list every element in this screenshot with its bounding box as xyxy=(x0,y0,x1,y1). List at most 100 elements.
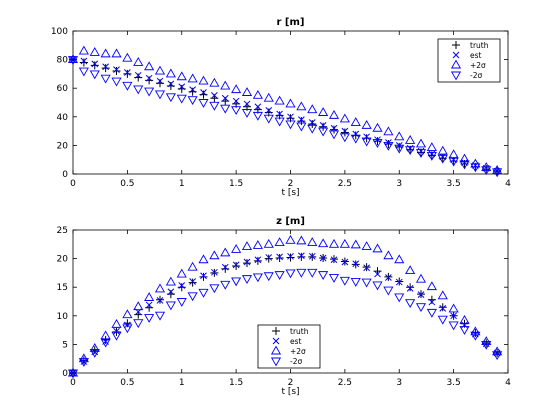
data-point xyxy=(176,268,187,278)
data-point xyxy=(133,301,144,311)
data-point xyxy=(426,281,437,291)
data-point xyxy=(67,369,79,379)
data-point xyxy=(265,254,273,261)
data-point xyxy=(350,134,361,144)
data-point xyxy=(209,284,220,294)
y-tick-label: 25 xyxy=(57,226,68,236)
data-point xyxy=(122,81,133,91)
data-point xyxy=(459,314,470,324)
data-point xyxy=(67,56,79,66)
data-point xyxy=(339,133,350,143)
x-tick-label: 1 xyxy=(179,179,185,189)
data-point xyxy=(176,71,187,81)
data-point xyxy=(124,69,131,76)
series-plus-2sigma xyxy=(67,45,503,174)
data-point xyxy=(287,252,294,260)
data-point xyxy=(428,298,436,306)
data-point xyxy=(165,93,176,103)
data-point xyxy=(470,326,481,336)
data-point xyxy=(415,149,427,158)
y-tick-label: 5 xyxy=(62,340,68,350)
data-point xyxy=(328,274,340,283)
data-point xyxy=(275,254,284,263)
y-tick-label: 0 xyxy=(62,170,68,180)
data-point xyxy=(471,328,480,337)
data-point xyxy=(165,301,176,311)
data-point xyxy=(318,127,329,137)
data-point xyxy=(274,237,285,247)
x-tick-label: 0 xyxy=(70,179,76,189)
data-point xyxy=(307,104,318,114)
x-tick-label: 3 xyxy=(396,378,402,388)
legend-label-est: est xyxy=(470,51,482,60)
legend-box xyxy=(257,324,321,369)
data-point xyxy=(361,241,372,251)
data-point xyxy=(101,335,110,344)
data-point xyxy=(285,120,296,130)
data-point xyxy=(350,239,361,249)
data-point xyxy=(113,66,120,73)
data-point xyxy=(319,254,327,262)
data-point xyxy=(220,104,231,114)
data-point xyxy=(133,85,144,95)
data-point xyxy=(252,273,263,283)
data-point xyxy=(232,97,240,105)
x-tick-label: 4 xyxy=(505,179,511,189)
data-point xyxy=(328,130,340,140)
data-point xyxy=(154,90,166,100)
data-point xyxy=(470,163,481,173)
data-point xyxy=(69,369,77,377)
data-point xyxy=(372,281,383,291)
data-point xyxy=(91,60,99,68)
x-axis-label: t [s] xyxy=(281,387,299,397)
data-point xyxy=(481,340,492,350)
data-point xyxy=(274,117,285,127)
legend-label-minus-2sigma: -2σ xyxy=(290,357,302,366)
data-point xyxy=(296,101,307,111)
data-point xyxy=(361,278,372,288)
data-point xyxy=(328,238,340,248)
legend-marker-est xyxy=(452,51,460,59)
data-point xyxy=(241,109,253,118)
data-point xyxy=(209,101,220,111)
data-point xyxy=(298,252,305,260)
data-point xyxy=(156,297,164,304)
data-point xyxy=(176,298,187,307)
data-point xyxy=(89,47,100,56)
data-point xyxy=(241,275,253,285)
x-tick-label: 3.5 xyxy=(446,179,460,189)
data-point xyxy=(102,63,109,71)
data-point xyxy=(395,278,403,286)
legend-box xyxy=(437,38,501,83)
data-point xyxy=(221,264,230,273)
data-point xyxy=(318,238,329,248)
data-point xyxy=(241,241,253,251)
data-point xyxy=(426,151,437,161)
chart-title: z [m] xyxy=(276,216,305,227)
legend-label-est: est xyxy=(290,337,302,346)
data-point xyxy=(363,264,370,272)
data-point xyxy=(113,327,120,335)
z-subplot: z [m] 0 0.5 1 1.5 2 2.5 3 3.5 4 0 5 10 15 20 25 t [s] tru… xyxy=(57,216,512,397)
data-point xyxy=(100,74,111,84)
data-point xyxy=(177,283,186,292)
data-point xyxy=(100,48,111,58)
x-tick-label: 0.5 xyxy=(120,179,134,189)
data-point xyxy=(254,256,262,264)
data-point xyxy=(78,353,89,363)
data-point xyxy=(319,122,327,129)
data-point xyxy=(145,74,153,82)
data-point xyxy=(384,139,393,148)
data-point xyxy=(276,110,283,118)
data-point xyxy=(383,286,394,296)
data-point xyxy=(297,117,306,126)
x-tick-label: 2 xyxy=(288,378,294,388)
data-point xyxy=(111,48,122,58)
data-point xyxy=(67,367,79,377)
data-point xyxy=(470,158,481,168)
data-point xyxy=(220,280,231,290)
data-point xyxy=(459,160,470,170)
data-point xyxy=(198,75,209,85)
data-point xyxy=(187,96,198,106)
